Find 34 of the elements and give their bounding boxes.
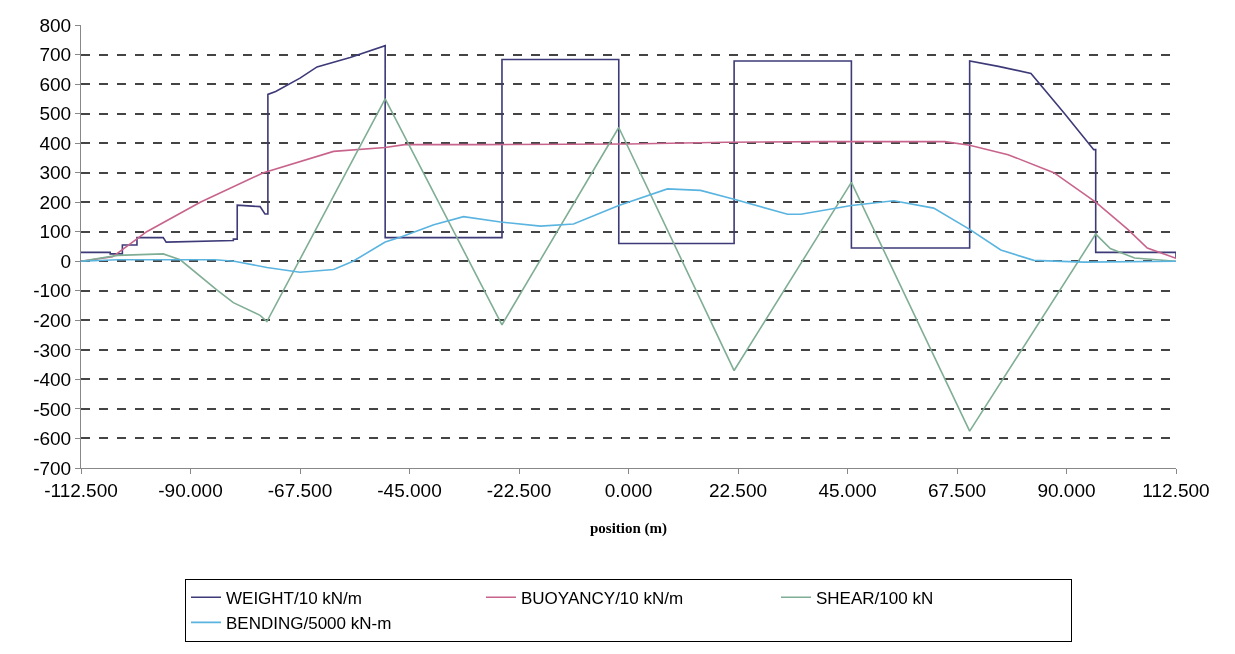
y-tick-label: -100	[33, 280, 72, 302]
y-tick-label: 600	[39, 73, 72, 95]
legend-label: SHEAR/100 kN	[816, 588, 934, 608]
y-tick-label: 500	[39, 103, 72, 125]
y-tick-label: 300	[39, 162, 72, 184]
x-tick-label: -22.500	[486, 479, 552, 501]
legend-label: BUOYANCY/10 kN/m	[521, 588, 684, 608]
x-tick-label: -67.500	[267, 479, 333, 501]
x-axis-title: position (m)	[589, 519, 668, 537]
y-tick-label: -700	[33, 457, 72, 479]
x-tick-label: 67.500	[927, 479, 987, 501]
y-tick-label: 100	[39, 221, 72, 243]
x-tick-label: -45.000	[377, 479, 442, 501]
y-tick-label: 400	[39, 132, 72, 154]
y-tick-label: -300	[33, 339, 72, 361]
x-tick-label: 45.000	[818, 479, 877, 501]
x-tick-label: -112.500	[44, 479, 118, 501]
x-tick-label: 22.500	[708, 479, 768, 501]
line-series	[81, 188, 1176, 273]
x-tick-label: 112.500	[1142, 479, 1210, 501]
y-tick-label: 700	[39, 44, 72, 66]
y-tick-label: -400	[33, 369, 72, 391]
y-tick-label: 800	[39, 14, 72, 36]
x-tick-label: -90.000	[158, 479, 223, 501]
x-tick-label: 90.000	[1037, 479, 1096, 501]
legend-label: BENDING/5000 kN-m	[226, 614, 392, 634]
y-tick-label: 200	[39, 191, 72, 213]
legend-label: WEIGHT/10 kN/m	[226, 588, 363, 608]
y-tick-label: -200	[33, 309, 72, 331]
y-tick-label: -600	[33, 428, 72, 450]
y-tick-label: 0	[60, 250, 72, 272]
line-series	[81, 44, 1176, 260]
y-tick-label: -500	[33, 398, 72, 420]
x-tick-label: 0.000	[604, 479, 653, 501]
